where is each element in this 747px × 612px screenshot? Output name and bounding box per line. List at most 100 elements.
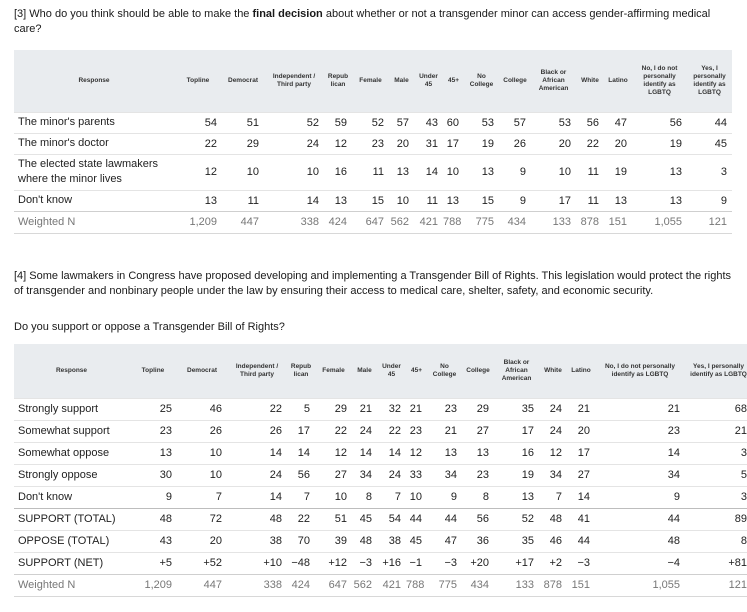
table-cell: 16 bbox=[494, 441, 539, 464]
table-header-row: Response Topline Democrat Independent / Thi… bbox=[14, 50, 732, 112]
table-q3: Response Topline Democrat Independent / Thi… bbox=[14, 50, 732, 234]
table-cell: 151 bbox=[567, 573, 595, 596]
table-cell: 26 bbox=[499, 132, 531, 154]
column-header: 45+ bbox=[406, 344, 427, 398]
row-label: Don't know bbox=[14, 189, 174, 211]
table-cell: 33 bbox=[406, 463, 427, 486]
column-header: Repub lican bbox=[287, 344, 315, 398]
column-header: Yes, I personally identify as LGBTQ bbox=[687, 50, 732, 112]
table-cell: 13 bbox=[129, 441, 177, 464]
table-cell: 22 bbox=[576, 132, 604, 154]
column-header: Yes, I personally identify as LGBTQ bbox=[685, 344, 747, 398]
table-cell: 21 bbox=[595, 397, 685, 420]
table-cell: 19 bbox=[604, 153, 632, 190]
table-cell: 27 bbox=[462, 419, 494, 442]
row-label: The elected state lawmakers where the mi… bbox=[14, 153, 174, 190]
table-cell: 52 bbox=[352, 111, 389, 133]
table-cell: 17 bbox=[287, 419, 315, 442]
table-cell: 23 bbox=[462, 463, 494, 486]
table-cell: 421 bbox=[377, 573, 406, 596]
table-cell: 38 bbox=[377, 529, 406, 552]
table-row: The minor's parents 54 51 52 59 52 57 43 60 53 57 5… bbox=[14, 111, 732, 133]
table-cell: 36 bbox=[462, 529, 494, 552]
table-cell: 121 bbox=[687, 210, 732, 233]
table-cell: 45 bbox=[687, 132, 732, 154]
table-cell: 14 bbox=[567, 485, 595, 508]
table-cell: 12 bbox=[315, 441, 352, 464]
table-cell: 38 bbox=[227, 529, 287, 552]
table-cell: 121 bbox=[685, 573, 747, 596]
table-cell: 775 bbox=[427, 573, 462, 596]
table-cell: 41 bbox=[567, 507, 595, 530]
table-cell: 23 bbox=[129, 419, 177, 442]
table-cell: 19 bbox=[494, 463, 539, 486]
table-cell: 11 bbox=[352, 153, 389, 190]
table-cell: 29 bbox=[315, 397, 352, 420]
q3-prefix: [3] Who do you think should be able to m… bbox=[14, 8, 253, 20]
table-cell: 13 bbox=[174, 189, 222, 211]
table-cell: 34 bbox=[427, 463, 462, 486]
table-cell: 21 bbox=[352, 397, 377, 420]
table-cell: 13 bbox=[427, 441, 462, 464]
table-cell: −3 bbox=[352, 551, 377, 574]
column-header: Black or African American bbox=[531, 50, 576, 112]
column-header: Independent / Third party bbox=[264, 50, 324, 112]
question-4-text: [4] Some lawmakers in Congress have prop… bbox=[14, 270, 732, 297]
table-cell: 421 bbox=[414, 210, 443, 233]
table-cell: 9 bbox=[499, 189, 531, 211]
table-q4: Response Topline Democrat Independent / Thi… bbox=[14, 344, 747, 597]
table-cell: −3 bbox=[567, 551, 595, 574]
table-cell: 19 bbox=[464, 132, 499, 154]
table-cell: 17 bbox=[494, 419, 539, 442]
table-cell: 13 bbox=[632, 153, 687, 190]
table-cell: 16 bbox=[324, 153, 352, 190]
table-cell: 647 bbox=[315, 573, 352, 596]
table-cell: 10 bbox=[177, 441, 227, 464]
table-cell: 3 bbox=[685, 441, 747, 464]
table-cell: 788 bbox=[443, 210, 464, 233]
row-label: Strongly oppose bbox=[14, 463, 129, 486]
table-cell: 24 bbox=[539, 419, 567, 442]
table-cell: 47 bbox=[427, 529, 462, 552]
table-cell: 13 bbox=[462, 441, 494, 464]
table-cell: 447 bbox=[222, 210, 264, 233]
table-cell: 9 bbox=[687, 189, 732, 211]
column-header: College bbox=[462, 344, 494, 398]
table-cell: +10 bbox=[227, 551, 287, 574]
table-cell: 434 bbox=[499, 210, 531, 233]
table-cell: 29 bbox=[222, 132, 264, 154]
table-cell: 647 bbox=[352, 210, 389, 233]
row-label: Weighted N bbox=[14, 573, 129, 596]
table-cell: 56 bbox=[462, 507, 494, 530]
table-cell: 89 bbox=[685, 507, 747, 530]
column-header: No College bbox=[427, 344, 462, 398]
table-cell: 51 bbox=[222, 111, 264, 133]
table-cell: 56 bbox=[287, 463, 315, 486]
table-cell: 1,209 bbox=[129, 573, 177, 596]
table-cell: 48 bbox=[352, 529, 377, 552]
table-cell: 13 bbox=[494, 485, 539, 508]
table-cell: 21 bbox=[406, 397, 427, 420]
table-cell: 13 bbox=[389, 153, 414, 190]
table-cell: 45 bbox=[352, 507, 377, 530]
table-cell: 54 bbox=[174, 111, 222, 133]
table-row: Don't know 13 11 14 13 15 10 11 13 15 9 17 11 13 13 9 bbox=[14, 189, 732, 211]
table-cell: 20 bbox=[177, 529, 227, 552]
table-cell: 13 bbox=[632, 189, 687, 211]
table-cell: 35 bbox=[494, 397, 539, 420]
table-cell: 9 bbox=[595, 485, 685, 508]
column-header: College bbox=[499, 50, 531, 112]
table-cell: 22 bbox=[315, 419, 352, 442]
table-row: Somewhat oppose 13 10 14 14 12 14 14 12 13 13 16 12 1… bbox=[14, 441, 747, 464]
table-cell: −1 bbox=[406, 551, 427, 574]
column-header: Response bbox=[14, 344, 129, 398]
table-row: Don't know 9 7 14 7 10 8 7 10 9 8 13 7 14 9 3 bbox=[14, 485, 747, 508]
table-cell: 9 bbox=[129, 485, 177, 508]
table-cell: 14 bbox=[352, 441, 377, 464]
column-header: Male bbox=[389, 50, 414, 112]
table-cell: 26 bbox=[227, 419, 287, 442]
table-cell: 434 bbox=[462, 573, 494, 596]
table-cell: 48 bbox=[227, 507, 287, 530]
table-cell: 24 bbox=[377, 463, 406, 486]
table-cell: 57 bbox=[499, 111, 531, 133]
